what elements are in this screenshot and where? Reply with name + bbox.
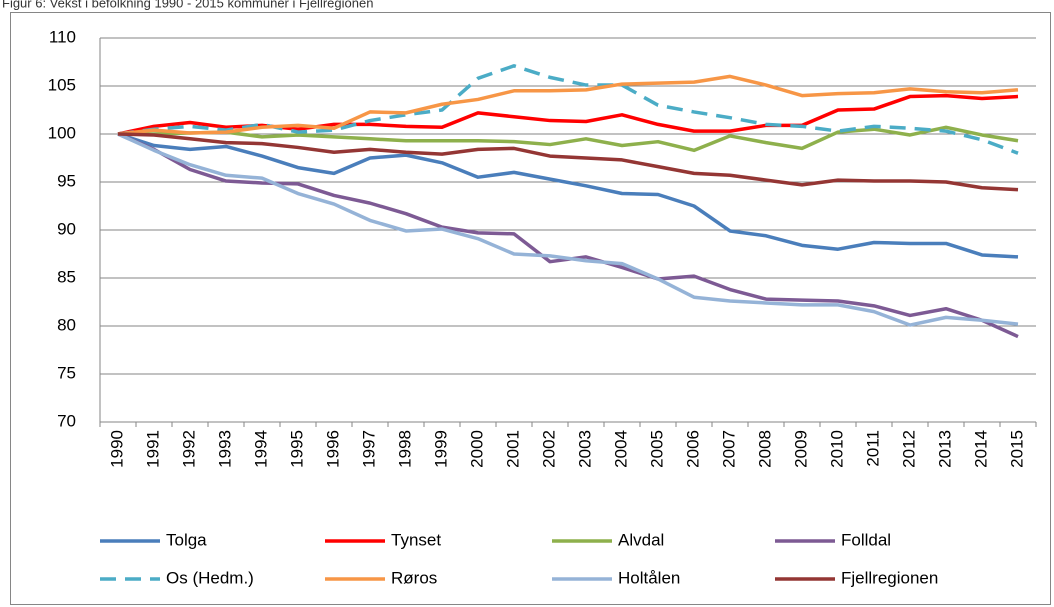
x-tick-label: 2014 (971, 430, 990, 468)
x-tick-label: 2010 (827, 430, 846, 468)
x-tick-label: 2004 (611, 430, 630, 468)
x-tick-label: 1996 (323, 430, 342, 468)
x-tick-label: 2003 (575, 430, 594, 468)
y-tick-label: 95 (57, 171, 76, 190)
x-tick-label: 1997 (359, 430, 378, 468)
x-tick-label: 2001 (503, 430, 522, 468)
y-tick-label: 110 (49, 27, 76, 46)
y-tick-label: 90 (57, 219, 76, 238)
x-tick-label: 2005 (647, 430, 666, 468)
legend-label: Røros (391, 568, 437, 587)
x-tick-label: 1994 (251, 430, 270, 468)
x-tick-label: 1991 (143, 430, 162, 468)
series-line (117, 132, 1019, 192)
legend-label: Tolga (166, 530, 207, 549)
y-tick-label: 100 (48, 123, 76, 142)
series-line (118, 125, 1019, 153)
legend-label: Tynset (391, 530, 441, 549)
series-line (117, 74, 1019, 136)
y-tick-label: 75 (57, 363, 76, 382)
legend-label: Fjellregionen (841, 568, 938, 587)
y-tick-label: 70 (57, 411, 76, 430)
x-tick-label: 2012 (899, 430, 918, 468)
x-tick-label: 2015 (1007, 430, 1026, 468)
y-tick-label: 80 (57, 315, 76, 334)
x-tick-label: 1998 (395, 430, 414, 468)
x-tick-label: 2002 (539, 430, 558, 468)
x-tick-label: 1999 (431, 430, 450, 468)
x-tick-label: 1990 (107, 430, 126, 468)
x-tick-label: 2011 (863, 430, 882, 467)
y-tick-label: 105 (48, 75, 76, 94)
series-line (117, 132, 1019, 327)
x-tick-label: 1992 (179, 430, 198, 468)
legend-label: Os (Hedm.) (166, 568, 254, 587)
x-tick-label: 2013 (935, 430, 954, 468)
x-tick-label: 1995 (287, 430, 306, 468)
x-tick-label: 2006 (683, 430, 702, 468)
legend-label: Folldal (841, 530, 891, 549)
legend-label: Alvdal (618, 530, 664, 549)
x-tick-label: 2007 (719, 430, 738, 468)
y-tick-label: 85 (57, 267, 76, 286)
x-tick-label: 2000 (467, 430, 486, 468)
x-tick-label: 2009 (791, 430, 810, 468)
x-tick-label: 2008 (755, 430, 774, 468)
legend-label: Holtålen (618, 568, 680, 587)
series-line (117, 132, 1019, 259)
x-tick-label: 1993 (215, 430, 234, 468)
chart-frame (10, 12, 1051, 605)
chart-title: Figur 6: Vekst i befolkning 1990 - 2015 … (2, 0, 373, 10)
